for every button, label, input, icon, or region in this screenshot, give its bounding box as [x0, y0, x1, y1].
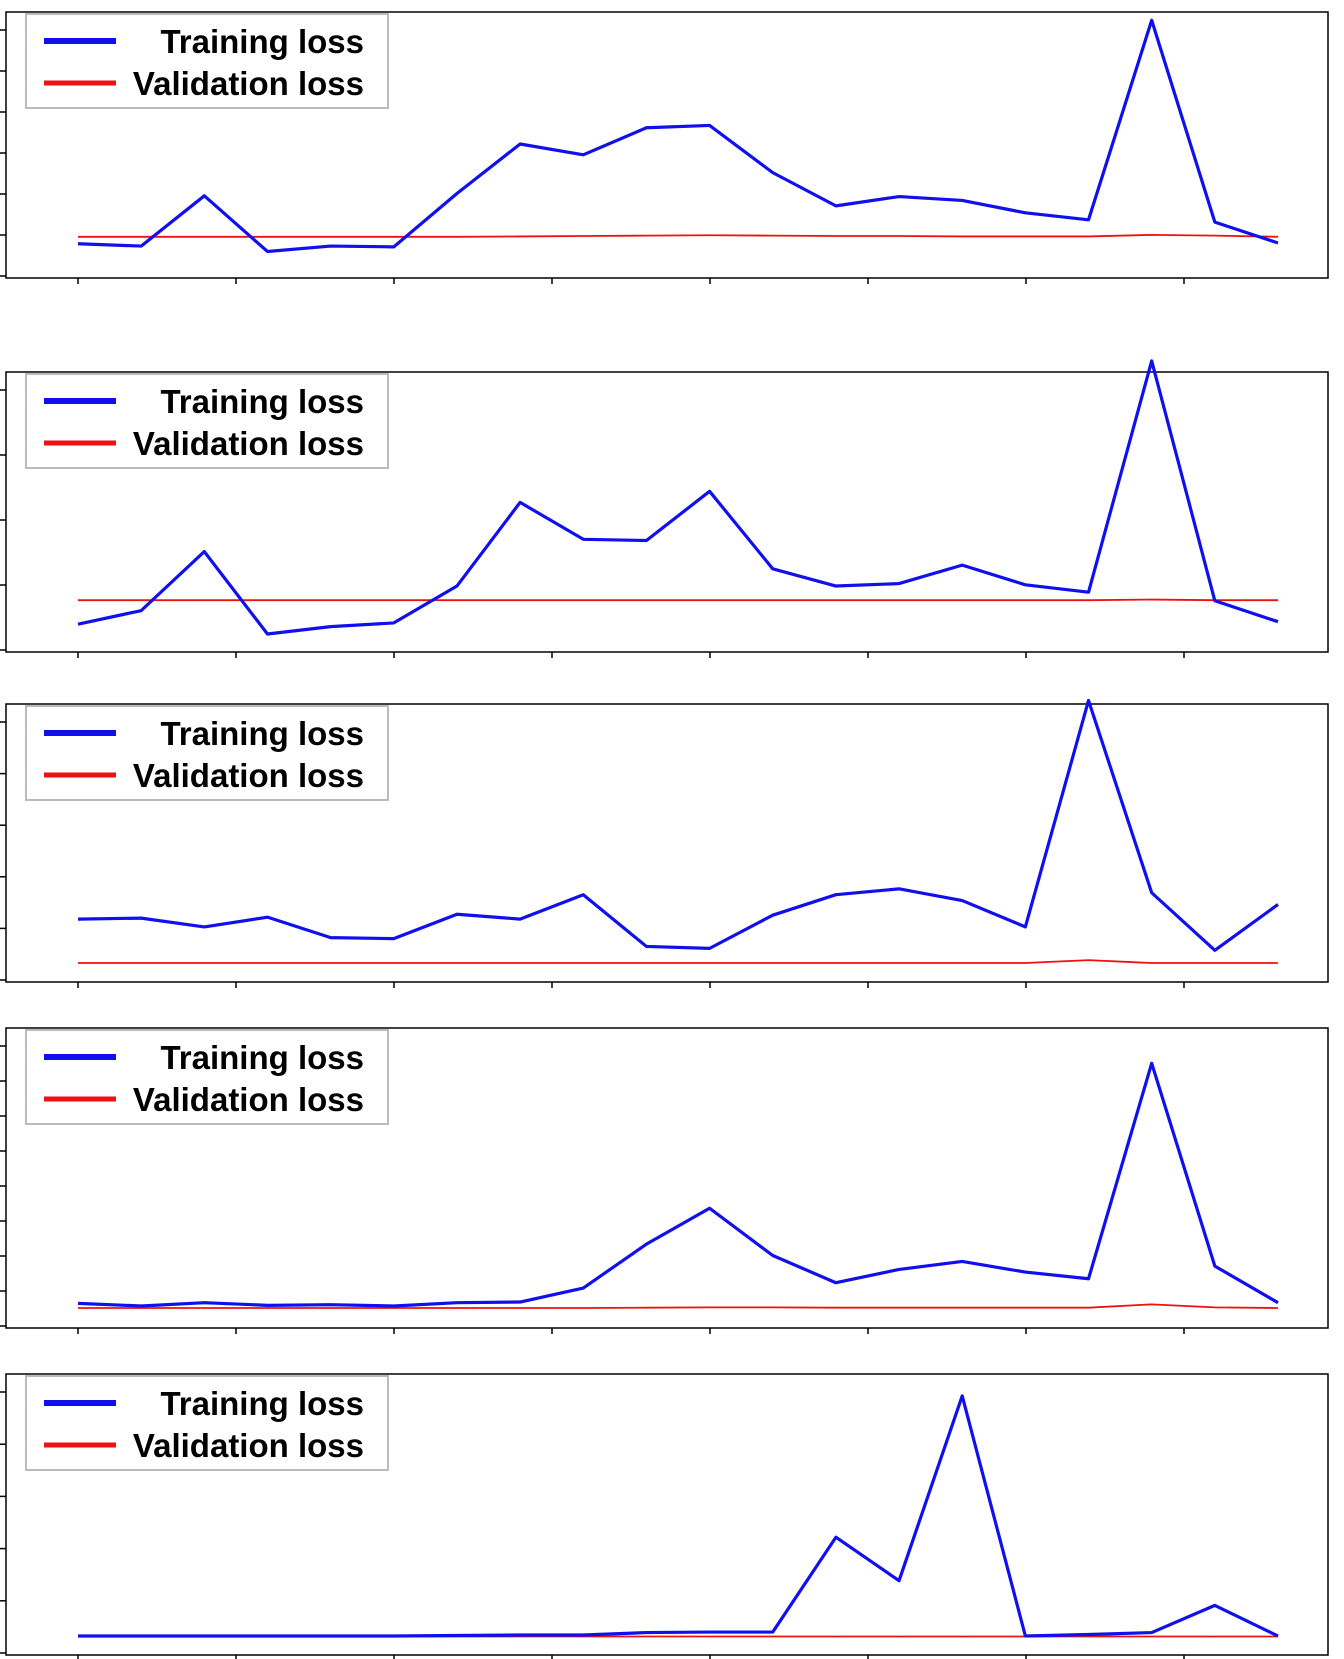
chart-panel-2: Training loss Validation loss [0, 359, 1329, 658]
validation-legend-label: Validation loss [133, 757, 364, 794]
chart-panel-3: Training loss Validation loss [0, 698, 1329, 988]
training-legend-label: Training loss [160, 1385, 364, 1422]
plot-frame [5, 11, 1329, 279]
legend: Training loss Validation loss [25, 1375, 389, 1471]
training-legend-label: Training loss [160, 383, 364, 420]
training-legend-label: Training loss [160, 715, 364, 752]
legend-box [25, 13, 389, 109]
plot-frame [5, 371, 1329, 653]
validation-loss-line [78, 959, 1278, 964]
legend-box [25, 1375, 389, 1471]
legend: Training loss Validation loss [25, 13, 389, 109]
training-loss-line [77, 1061, 1279, 1308]
training-loss-line [78, 1394, 1279, 1638]
legend-box [25, 705, 389, 801]
chart-panel-5: Training loss Validation loss [0, 1373, 1329, 1659]
plot-frame [5, 703, 1329, 983]
legend: Training loss Validation loss [25, 1029, 389, 1125]
validation-loss-line [78, 233, 1279, 238]
chart-panel-1: Training loss Validation loss [0, 11, 1329, 284]
validation-legend-label: Validation loss [133, 65, 364, 102]
legend: Training loss Validation loss [25, 373, 389, 469]
validation-legend-label: Validation loss [133, 1427, 364, 1464]
training-loss-line [77, 698, 1279, 952]
chart-panel-4: Training loss Validation loss [0, 1027, 1329, 1334]
training-loss-line [77, 18, 1279, 254]
validation-loss-line [78, 1303, 1279, 1309]
training-legend-label: Training loss [160, 23, 364, 60]
validation-legend-label: Validation loss [133, 425, 364, 462]
training-loss-line [77, 359, 1279, 636]
legend: Training loss Validation loss [25, 705, 389, 801]
plot-frame [5, 1373, 1329, 1656]
legend-box [25, 373, 389, 469]
validation-loss-line [78, 598, 1278, 602]
training-legend-label: Training loss [160, 1039, 364, 1076]
validation-legend-label: Validation loss [133, 1081, 364, 1118]
plot-frame [5, 1027, 1329, 1329]
legend-box [25, 1029, 389, 1125]
